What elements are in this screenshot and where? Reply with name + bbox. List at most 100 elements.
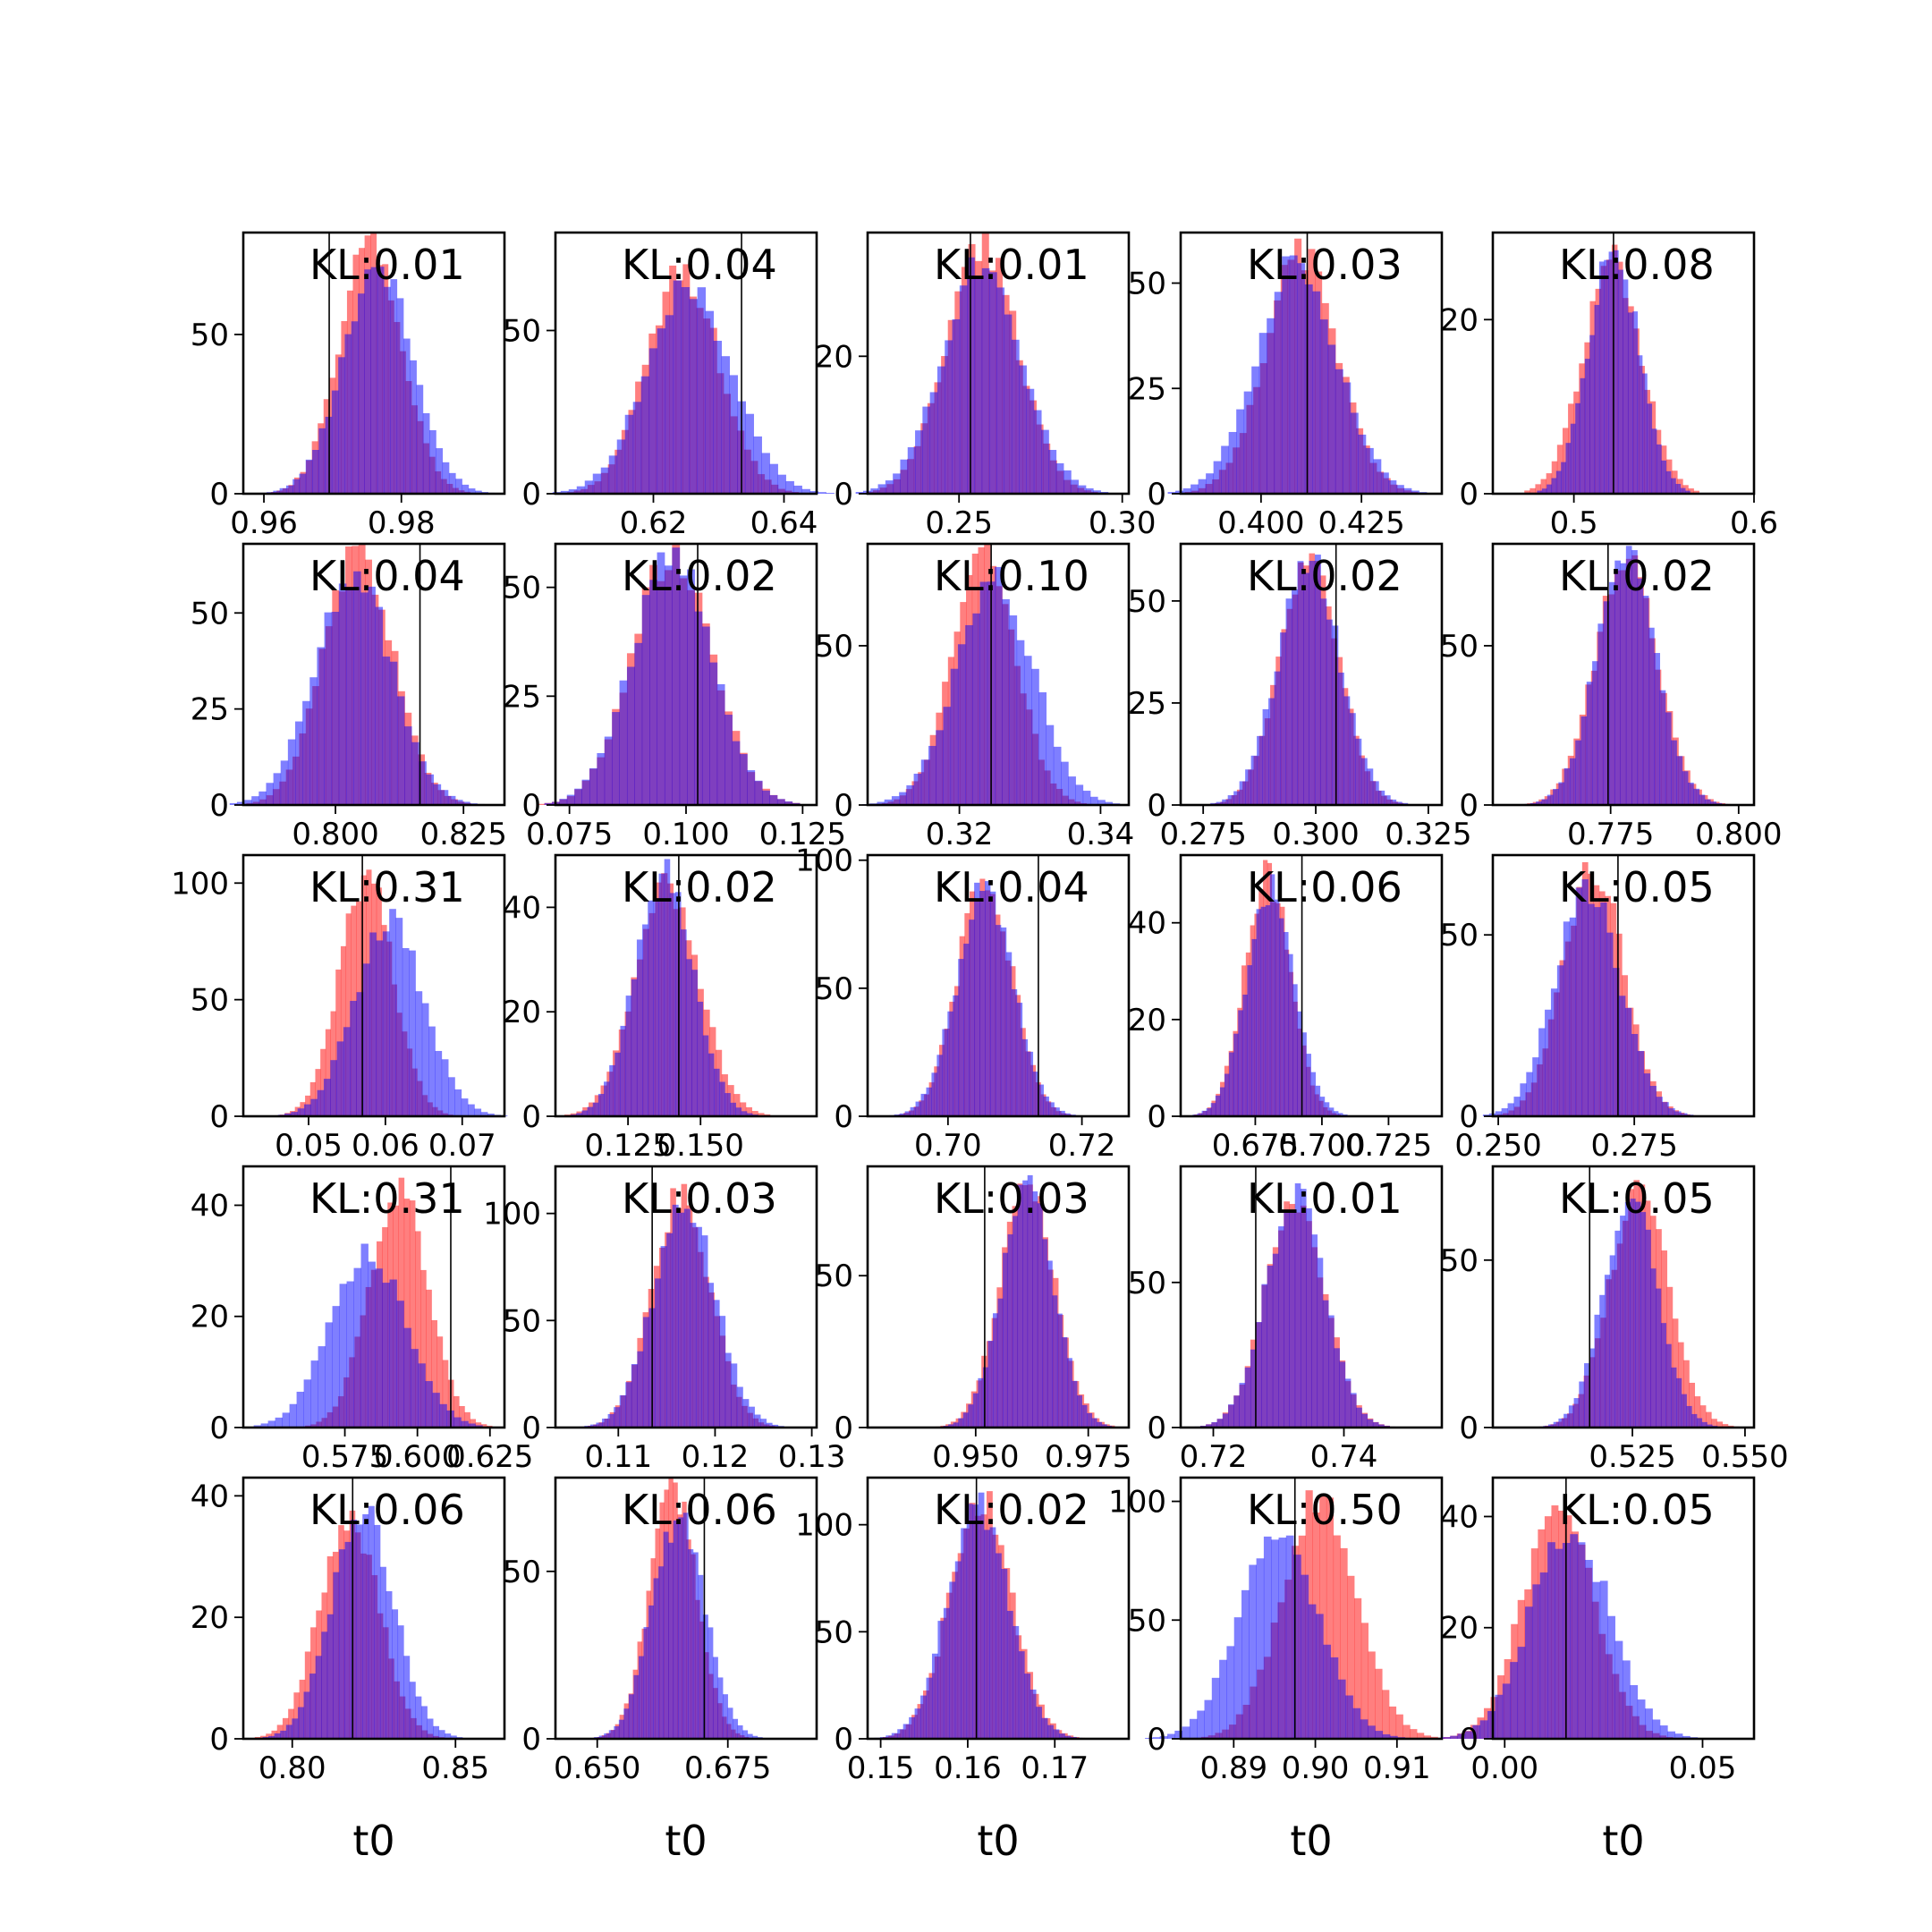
- histogram-bar: [1297, 263, 1306, 494]
- histogram-bar: [705, 310, 715, 494]
- histogram-bar: [1642, 596, 1649, 805]
- histogram-bar: [1659, 690, 1666, 805]
- histogram-bar: [537, 803, 545, 805]
- kl-annotation: KL:0.02: [622, 863, 777, 911]
- histogram-bar: [362, 963, 370, 1116]
- histogram-bar: [1613, 968, 1620, 1116]
- histogram-bar: [1502, 1683, 1511, 1739]
- x-tick-label: 0.575: [301, 1439, 388, 1475]
- histogram-bar: [1693, 490, 1699, 494]
- histogram-bar: [345, 913, 352, 1116]
- histogram-bar: [958, 959, 964, 1116]
- histogram-bar: [877, 801, 886, 805]
- histogram-bar: [396, 1301, 404, 1428]
- histogram-bar: [1551, 478, 1557, 494]
- histogram-bar: [1027, 1051, 1034, 1116]
- histogram-bar: [708, 1283, 715, 1428]
- histogram-bar: [672, 547, 681, 805]
- histogram-bar: [697, 1001, 704, 1116]
- histogram-bar: [382, 1283, 390, 1428]
- histogram-bar: [1532, 1057, 1539, 1116]
- histogram-bar: [600, 467, 610, 494]
- histogram-bar: [351, 321, 359, 494]
- histogram-bar: [323, 1079, 331, 1116]
- histogram-bar: [747, 770, 756, 805]
- histogram-bar: [1320, 598, 1327, 805]
- y-tick-label: 50: [1128, 1266, 1166, 1301]
- histogram-bar: [321, 1631, 328, 1739]
- y-tick-label: 50: [1440, 918, 1479, 953]
- axes-frame: [866, 542, 1131, 807]
- histogram-bar: [428, 1026, 436, 1116]
- histogram-bar: [1000, 927, 1007, 1116]
- histogram-bar: [1676, 1377, 1682, 1428]
- histogram-bar: [566, 794, 575, 805]
- histogram-bar: [1423, 1735, 1432, 1739]
- histogram-bar: [390, 279, 398, 494]
- histogram-bar: [1704, 799, 1711, 805]
- histogram-bar: [1311, 1234, 1318, 1428]
- histogram-bar: [989, 891, 996, 1116]
- y-tick-label: 25: [1128, 686, 1166, 722]
- histogram-bar: [1671, 478, 1676, 494]
- histogram-bar: [1262, 708, 1269, 805]
- histogram-bar: [1722, 1424, 1729, 1428]
- x-tick-label: 0.96: [230, 505, 298, 541]
- histogram-bar: [1016, 1003, 1023, 1116]
- histogram-bar: [435, 1050, 443, 1116]
- x-tick-label: 0.650: [554, 1750, 640, 1786]
- histogram-bar: [1197, 1113, 1202, 1116]
- y-tick-label: 100: [1108, 1485, 1166, 1521]
- y-tick-label: 50: [503, 1555, 541, 1590]
- histogram-bar: [913, 774, 922, 805]
- histogram-bar: [418, 1363, 426, 1428]
- histogram-bar: [1019, 365, 1027, 494]
- histogram-bar: [1233, 791, 1241, 805]
- histogram-bar: [628, 1694, 634, 1739]
- histogram-bar: [1317, 1258, 1324, 1428]
- histogram-bar: [623, 1708, 630, 1739]
- histogram-bar: [1097, 800, 1106, 805]
- histogram-bar: [1547, 1542, 1555, 1739]
- histogram-bar: [1013, 1216, 1019, 1428]
- histogram-bar: [1022, 1180, 1029, 1428]
- histogram-bar: [1618, 269, 1624, 494]
- histogram-bar: [1553, 1421, 1559, 1428]
- histogram-bar: [1339, 1361, 1346, 1428]
- histogram-bar: [1032, 1191, 1038, 1428]
- histogram-bar: [761, 453, 770, 494]
- histogram-bar: [1227, 795, 1234, 805]
- panel-4-3: 0.950 0.975 0 50 KL:0.03: [815, 1165, 1131, 1475]
- histogram-bar: [1009, 615, 1018, 805]
- histogram-bar: [1236, 409, 1245, 494]
- histogram-bar: [1042, 1239, 1048, 1428]
- histogram-bar: [597, 753, 606, 805]
- histogram-bar: [1681, 1113, 1688, 1116]
- y-tick-label: 50: [815, 971, 853, 1007]
- y-tick-label: 0: [1147, 1099, 1166, 1135]
- histogram-bar: [382, 657, 391, 805]
- histogram-bar: [962, 1412, 969, 1428]
- histogram-bar: [1064, 1735, 1072, 1739]
- histogram-bar: [1222, 1413, 1229, 1428]
- histogram-bar: [687, 569, 695, 805]
- blue-histogram: [1538, 1199, 1723, 1428]
- blue-histogram: [578, 1204, 791, 1428]
- axes-frame: [1491, 542, 1756, 807]
- histogram-bar: [1410, 1729, 1418, 1739]
- x-tick-label: 0.32: [926, 817, 994, 852]
- histogram-bar: [732, 741, 741, 805]
- histogram-bar: [1210, 1103, 1216, 1116]
- histogram-bar: [1650, 1268, 1657, 1428]
- histogram-bar: [1211, 1677, 1220, 1739]
- histogram-bar: [1640, 1212, 1647, 1428]
- histogram-bar: [1380, 472, 1389, 494]
- y-tick-label: 0: [1459, 1722, 1479, 1758]
- histogram-bar: [292, 479, 300, 494]
- axes-frame: [1179, 231, 1444, 496]
- histogram-bar: [958, 1418, 964, 1428]
- histogram-bar: [1018, 1651, 1025, 1739]
- histogram-bar: [719, 1316, 726, 1428]
- histogram-bar: [1340, 1547, 1348, 1739]
- histogram-bar: [310, 1098, 318, 1116]
